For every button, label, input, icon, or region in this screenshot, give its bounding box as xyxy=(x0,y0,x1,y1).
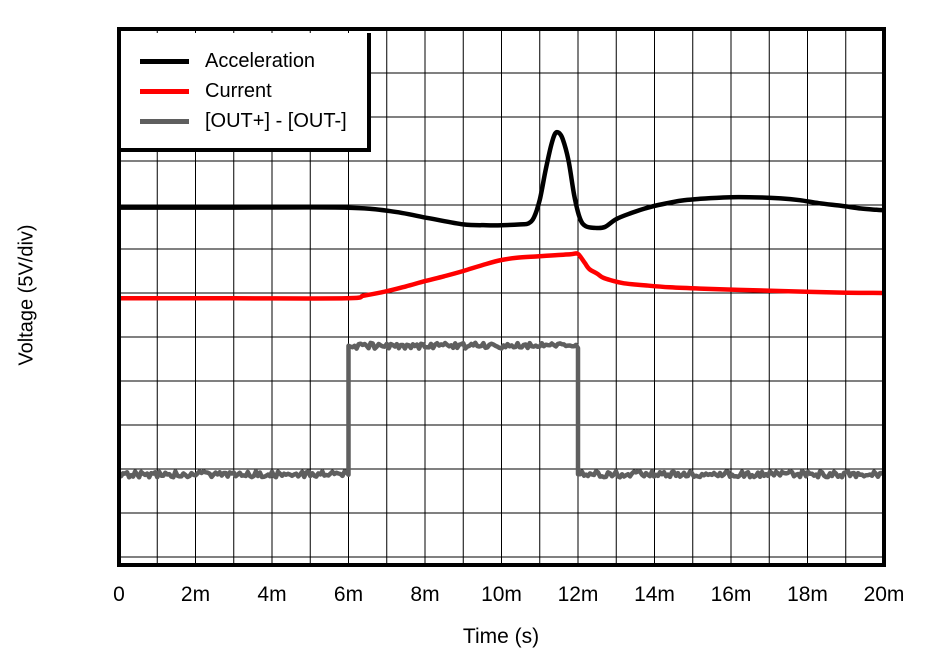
legend-item-out-diff: [OUT+] - [OUT-] xyxy=(140,106,347,136)
legend-item-current: Current xyxy=(140,76,347,106)
x-tick-label: 0 xyxy=(113,583,125,606)
x-tick-label: 8m xyxy=(410,583,440,606)
x-tick-label: 10m xyxy=(481,583,522,606)
out-diff-line-swatch xyxy=(140,118,189,124)
x-tick-label: 18m xyxy=(787,583,828,606)
trace-acceleration xyxy=(118,129,885,231)
current-line-swatch xyxy=(140,88,189,94)
x-tick-label: 12m xyxy=(557,583,599,606)
x-tick-label: 16m xyxy=(710,583,752,606)
legend-item-acceleration: Acceleration xyxy=(140,46,347,76)
legend-label-acceleration: Acceleration xyxy=(205,49,316,72)
x-tick-label: 14m xyxy=(634,583,675,606)
trace-current xyxy=(119,251,885,301)
x-axis-label: Time (s) xyxy=(462,625,540,648)
plot-border xyxy=(117,27,886,567)
legend: Acceleration Current [OUT+] - [OUT-] xyxy=(121,33,371,152)
x-tick-label: 20m xyxy=(863,583,905,606)
trace--out-out- xyxy=(117,340,886,480)
x-tick-label: 2m xyxy=(180,583,211,606)
legend-label-current: Current xyxy=(205,79,272,102)
x-tick-label: 6m xyxy=(333,583,364,606)
waveform-traces xyxy=(117,129,886,480)
legend-label-out-diff: [OUT+] - [OUT-] xyxy=(205,109,347,132)
y-axis-label: Voltage (5V/div) xyxy=(15,224,38,366)
x-tick-label: 4m xyxy=(257,583,287,606)
acceleration-line-swatch xyxy=(140,58,189,64)
